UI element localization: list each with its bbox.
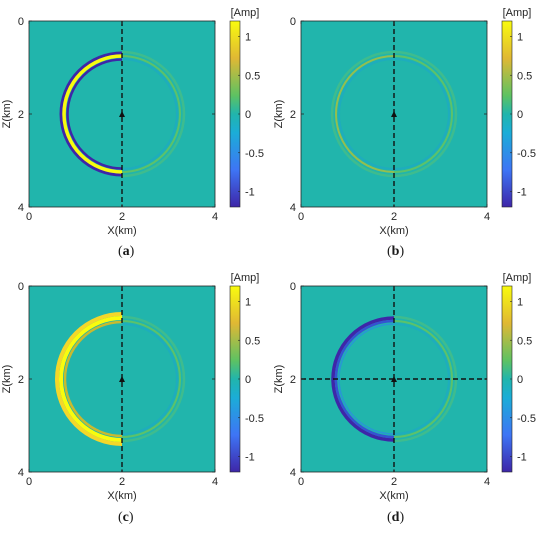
wavefront-left-outer (55, 312, 123, 446)
wavefront-right (121, 320, 181, 438)
x-tick-label: 2 (119, 211, 125, 223)
colorbar-tick-label: 1 (517, 32, 523, 44)
wavefront-right-inner (121, 58, 178, 170)
wavefront-right (393, 320, 453, 438)
colorbar-tick-label: 1 (517, 297, 523, 309)
x-tick-label: 0 (298, 476, 304, 488)
wavefront-right (393, 55, 453, 173)
colorbar-tick-label: 0 (517, 374, 523, 386)
z-tick-label: 0 (290, 281, 296, 293)
colorbar-tick-label: -1 (245, 187, 255, 199)
colorbar-unit-label: [Amp] (503, 272, 532, 284)
x-axis-label: X(km) (379, 225, 408, 237)
wavefront-left-inner (63, 320, 123, 438)
source-marker (391, 111, 397, 117)
wavefront-right-outer (121, 315, 186, 443)
x-axis-label: X(km) (107, 225, 136, 237)
z-axis-label: Z(km) (273, 100, 285, 129)
colorbar-tick-label: -0.5 (517, 413, 536, 425)
x-tick-label: 0 (26, 476, 32, 488)
caption-a: (a) (118, 244, 135, 259)
caption-b: (b) (387, 244, 405, 259)
panel-d: 0 2 4 0 2 4 X(km) Z(km) [Amp] 1 0.5 0 -0.5 -1 (272, 265, 550, 515)
caption-c: (c) (118, 510, 134, 525)
colorbar-tick-label: 0 (245, 374, 251, 386)
z-tick-label: 0 (290, 16, 296, 28)
colorbar-tick-label: 1 (245, 32, 251, 44)
z-tick-label: 2 (290, 374, 296, 386)
source-marker (119, 376, 125, 382)
colorbar-tick-label: -0.5 (517, 148, 536, 160)
wavefront-left-inner (66, 58, 123, 170)
wavefront-right-outer (393, 50, 458, 178)
wavefield (55, 312, 186, 446)
colorbar-tick-label: 0.5 (517, 335, 532, 347)
wavefront-left (62, 54, 123, 174)
x-tick-label: 4 (484, 476, 490, 488)
z-tick-label: 2 (18, 374, 24, 386)
colorbar-unit-label: [Amp] (231, 272, 260, 284)
x-tick-label: 4 (212, 476, 218, 488)
colorbar-unit-label: [Amp] (231, 7, 260, 19)
x-tick-label: 2 (391, 211, 397, 223)
x-tick-label: 0 (26, 211, 32, 223)
colorbar-unit-label: [Amp] (503, 7, 532, 19)
colorbar-tick-label: 0 (517, 109, 523, 121)
x-tick-label: 4 (484, 211, 490, 223)
x-tick-label: 2 (391, 476, 397, 488)
z-tick-label: 4 (18, 202, 24, 214)
colorbar-tick-label: -0.5 (245, 148, 264, 160)
colorbar-tick-label: -1 (517, 187, 527, 199)
colorbar-tick-label: 0.5 (245, 335, 260, 347)
wavefront-left-inner (338, 323, 395, 435)
z-tick-label: 2 (18, 109, 24, 121)
colorbar-tick-label: 0 (245, 109, 251, 121)
x-tick-label: 0 (298, 211, 304, 223)
colorbar-tick-label: 1 (245, 297, 251, 309)
z-axis-label: Z(km) (1, 100, 13, 129)
panel-a: 0 2 4 0 2 4 X(km) Z(km) [Amp] 1 0.5 0 -0.5 -1 (0, 0, 278, 250)
wavefield (59, 50, 186, 178)
caption-d: (d) (387, 510, 405, 525)
wavefront-right-inner (393, 58, 450, 170)
wavefield (330, 50, 458, 178)
source-marker (119, 111, 125, 117)
wavefront-left-outer (59, 51, 123, 177)
z-tick-label: 0 (18, 16, 24, 28)
colorbar-tick-label: -0.5 (245, 413, 264, 425)
panel-b: 0 2 4 0 2 4 X(km) Z(km) [Amp] 1 0.5 0 -0.5 -1 (272, 0, 550, 250)
z-axis-label: Z(km) (273, 365, 285, 394)
wavefront-right (121, 55, 181, 173)
wavefront-left-inner (338, 58, 395, 170)
colorbar-tick-label: -1 (245, 452, 255, 464)
x-tick-label: 4 (212, 211, 218, 223)
z-tick-label: 0 (18, 281, 24, 293)
colorbar-tick-label: 0.5 (245, 70, 260, 82)
wavefront-right-outer (121, 50, 186, 178)
source-marker (391, 376, 397, 382)
x-tick-label: 2 (119, 476, 125, 488)
z-axis-label: Z(km) (1, 365, 13, 394)
wavefront-right-inner (121, 323, 178, 435)
z-tick-label: 2 (290, 109, 296, 121)
x-axis-label: X(km) (107, 490, 136, 502)
wavefront-left-outer (330, 50, 395, 178)
panel-c: 0 2 4 0 2 4 X(km) Z(km) [Amp] 1 0.5 0 -0.5 -1 (0, 265, 278, 515)
wavefront-left (335, 55, 395, 173)
colorbar-tick-label: 0.5 (517, 70, 532, 82)
wavefront-left (59, 316, 123, 442)
z-tick-label: 4 (18, 467, 24, 479)
colorbar-tick-label: -1 (517, 452, 527, 464)
z-tick-label: 4 (290, 202, 296, 214)
x-axis-label: X(km) (379, 490, 408, 502)
z-tick-label: 4 (290, 467, 296, 479)
